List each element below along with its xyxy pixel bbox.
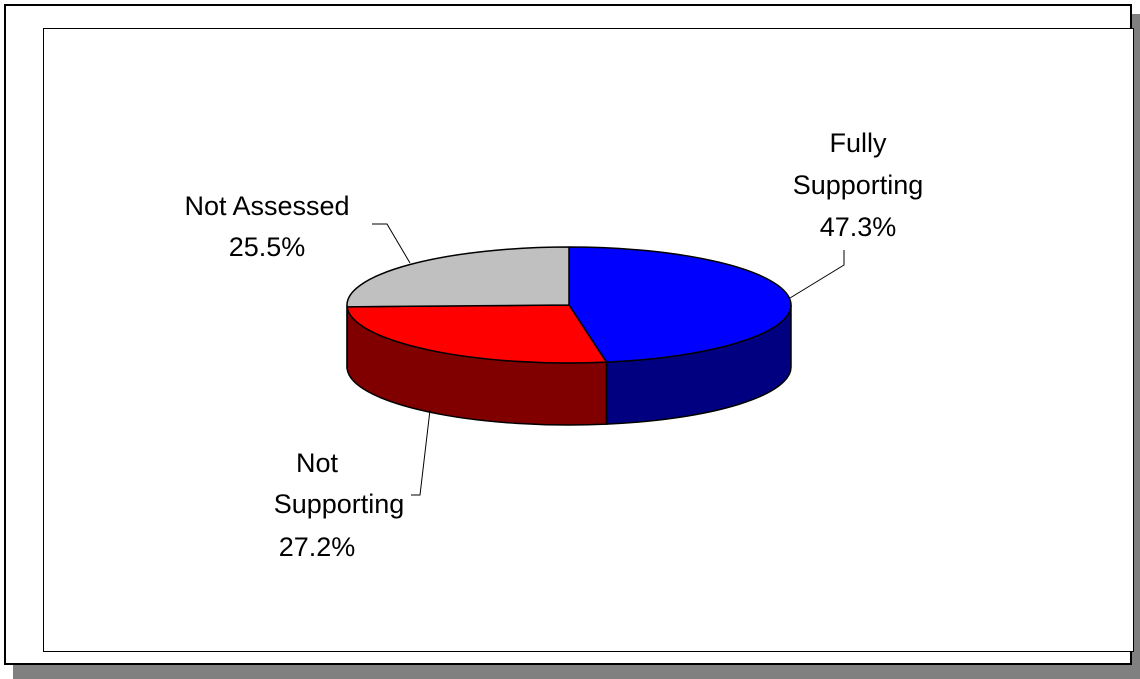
slice-label-not-supporting-line-1: Not [296,448,339,478]
slice-label-not-supporting-line-2: Supporting [274,489,405,519]
leader-fully-supporting [789,250,845,299]
slice-label-not-assessed: Not Assessed [184,191,349,221]
pie-slice-fully-supporting [568,246,792,363]
slice-value-not-assessed: 25.5% [229,232,306,262]
slice-value-not-supporting: 27.2% [279,532,356,562]
leader-lines [372,223,845,496]
slice-value-fully-supporting: 47.3% [820,212,897,242]
pie-tops [346,246,792,364]
slice-label-fully-supporting-line-2: Supporting [793,170,924,200]
pie-slice-not-supporting [346,304,608,364]
pie-slice-not-assessed [346,246,570,308]
slice-label-fully-supporting-line-1: Fully [829,128,887,158]
leader-not-assessed [372,223,411,264]
leader-not-supporting [411,409,431,496]
